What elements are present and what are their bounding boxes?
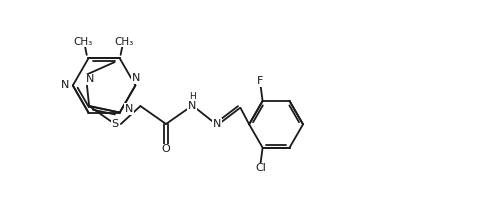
Text: CH₃: CH₃ (74, 37, 93, 47)
Text: N: N (187, 101, 196, 111)
Text: Cl: Cl (255, 164, 266, 173)
Text: H: H (189, 92, 196, 101)
Text: O: O (161, 144, 171, 154)
Text: CH₃: CH₃ (114, 37, 134, 47)
Text: F: F (257, 76, 264, 86)
Text: N: N (86, 74, 94, 84)
Text: S: S (111, 119, 119, 129)
Text: N: N (125, 104, 134, 114)
Text: N: N (61, 80, 69, 91)
Text: N: N (213, 119, 222, 129)
Text: N: N (132, 74, 140, 84)
